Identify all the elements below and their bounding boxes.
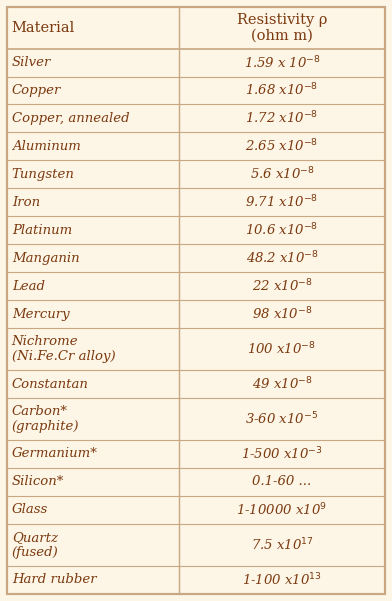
Text: Tungsten: Tungsten (12, 168, 74, 181)
Text: Silver: Silver (12, 56, 51, 69)
Text: 1.59 x 10$^{-8}$: 1.59 x 10$^{-8}$ (243, 54, 320, 71)
Text: 100 x10$^{-8}$: 100 x10$^{-8}$ (247, 341, 316, 358)
Text: 1.68 x10$^{-8}$: 1.68 x10$^{-8}$ (245, 82, 319, 99)
Text: 7.5 x10$^{17}$: 7.5 x10$^{17}$ (250, 537, 313, 553)
Text: Platinum: Platinum (12, 224, 72, 237)
Text: Quartz
(fused): Quartz (fused) (12, 531, 58, 559)
Text: 9.71 x10$^{-8}$: 9.71 x10$^{-8}$ (245, 194, 319, 210)
Text: Manganin: Manganin (12, 252, 80, 265)
Text: Mercury: Mercury (12, 308, 69, 321)
Text: 2.65 x10$^{-8}$: 2.65 x10$^{-8}$ (245, 138, 319, 154)
Text: 48.2 x10$^{-8}$: 48.2 x10$^{-8}$ (245, 250, 318, 267)
Text: Hard rubber: Hard rubber (12, 573, 96, 587)
Text: Copper, annealed: Copper, annealed (12, 112, 129, 125)
Text: Constantan: Constantan (12, 377, 89, 391)
Text: Iron: Iron (12, 196, 40, 209)
Text: 3-60 x10$^{-5}$: 3-60 x10$^{-5}$ (245, 410, 319, 427)
Text: Material: Material (12, 21, 75, 35)
Text: 1-500 x10$^{-3}$: 1-500 x10$^{-3}$ (241, 446, 323, 462)
Text: Copper: Copper (12, 84, 61, 97)
Text: 5.6 x10$^{-8}$: 5.6 x10$^{-8}$ (250, 166, 314, 183)
Text: 1-100 x10$^{13}$: 1-100 x10$^{13}$ (242, 572, 322, 588)
Text: 10.6 x10$^{-8}$: 10.6 x10$^{-8}$ (245, 222, 319, 239)
Text: Carbon*
(graphite): Carbon* (graphite) (12, 405, 79, 433)
Text: 1-10000 x10$^{9}$: 1-10000 x10$^{9}$ (236, 502, 327, 518)
Text: Nichrome
(Ni.Fe.Cr alloy): Nichrome (Ni.Fe.Cr alloy) (12, 335, 115, 363)
Text: 0.1-60 ...: 0.1-60 ... (252, 475, 312, 489)
Text: Germanium*: Germanium* (12, 448, 98, 460)
Text: 1.72 x10$^{-8}$: 1.72 x10$^{-8}$ (245, 110, 319, 127)
Text: Lead: Lead (12, 279, 45, 293)
Text: Glass: Glass (12, 504, 48, 516)
Text: Resistivity ρ
(ohm m): Resistivity ρ (ohm m) (237, 13, 327, 43)
Text: Silicon*: Silicon* (12, 475, 64, 489)
Text: 22 x10$^{-8}$: 22 x10$^{-8}$ (252, 278, 312, 294)
Text: 49 x10$^{-8}$: 49 x10$^{-8}$ (252, 376, 312, 392)
Text: 98 x10$^{-8}$: 98 x10$^{-8}$ (252, 306, 312, 323)
Text: Aluminum: Aluminum (12, 140, 81, 153)
